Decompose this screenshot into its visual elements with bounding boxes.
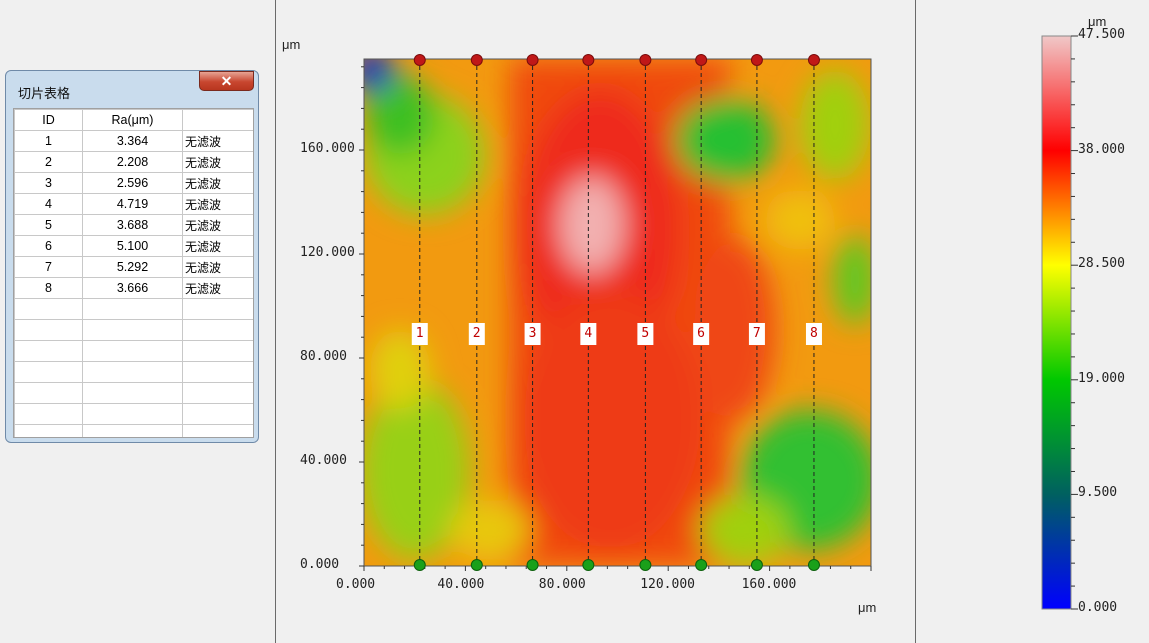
slice-label-box bbox=[468, 323, 485, 345]
slice-label-box bbox=[748, 323, 765, 345]
slice-label-box bbox=[805, 323, 822, 345]
slice-label[interactable]: 4 bbox=[584, 326, 593, 341]
slice-label[interactable]: 5 bbox=[641, 326, 650, 341]
cell-filter: 无滤波 bbox=[182, 256, 253, 278]
y-tick-label: 40.000 bbox=[300, 453, 347, 468]
cell-ra: 3.364 bbox=[82, 130, 183, 152]
plot-frame bbox=[363, 58, 872, 567]
empty-table-row[interactable] bbox=[14, 361, 253, 383]
table-row[interactable]: 5 3.688 无滤波 bbox=[14, 214, 253, 236]
slice-top-handle[interactable] bbox=[582, 54, 595, 66]
y-tick-label: 80.000 bbox=[300, 349, 347, 364]
slice-bottom-handle[interactable] bbox=[695, 559, 708, 571]
panel-divider-right[interactable] bbox=[915, 0, 916, 643]
cell-ra: 5.100 bbox=[82, 235, 183, 257]
table-row[interactable]: 8 3.666 无滤波 bbox=[14, 277, 253, 299]
close-button[interactable]: ✕ bbox=[199, 71, 254, 91]
slice-table: ID Ra(μm) 滤 13.364无滤波22.208无滤波32.596无滤波4… bbox=[14, 109, 253, 437]
colorbar-tick-label: 9.500 bbox=[1078, 485, 1118, 501]
empty-table-row[interactable] bbox=[14, 319, 253, 341]
colorbar-unit: μm bbox=[1088, 14, 1107, 29]
column-header-filter[interactable]: 滤 bbox=[182, 109, 253, 131]
y-tick-label: 120.000 bbox=[300, 245, 355, 260]
slice-label[interactable]: 3 bbox=[528, 326, 537, 341]
colorbar-tick-label: 19.000 bbox=[1078, 370, 1125, 386]
slice-top-handle[interactable] bbox=[807, 54, 820, 66]
column-header-id[interactable]: ID bbox=[14, 109, 83, 131]
slice-label[interactable]: 8 bbox=[809, 326, 818, 341]
x-tick-label: 40.000 bbox=[437, 577, 485, 592]
slice-bottom-handle[interactable] bbox=[807, 559, 820, 571]
x-axis bbox=[363, 566, 872, 571]
colorbar-ticks bbox=[1071, 35, 1078, 610]
x-tick-label: 160.000 bbox=[741, 577, 797, 592]
table-row[interactable]: 2 2.208 无滤波 bbox=[14, 151, 253, 173]
cell-filter: 无滤波 bbox=[182, 277, 253, 299]
table-row[interactable]: 6 5.100 无滤波 bbox=[14, 235, 253, 257]
empty-table-row[interactable] bbox=[14, 340, 253, 362]
colorbar-tick-label: 28.500 bbox=[1078, 256, 1125, 272]
slice-label[interactable]: 7 bbox=[752, 326, 761, 341]
y-axis-unit: μm bbox=[282, 37, 301, 52]
y-axis bbox=[359, 66, 364, 567]
slice-table-container: ID Ra(μm) 滤 13.364无滤波22.208无滤波32.596无滤波4… bbox=[13, 108, 254, 438]
slice-top-handle[interactable] bbox=[470, 54, 483, 66]
x-axis-unit: μm bbox=[858, 600, 877, 615]
x-tick-label: 0.000 bbox=[336, 577, 376, 592]
slice-top-handle[interactable] bbox=[413, 54, 426, 66]
table-header-row: ID Ra(μm) 滤 bbox=[14, 109, 253, 131]
cell-filter: 无滤波 bbox=[182, 214, 253, 236]
slice-label-box bbox=[411, 323, 428, 345]
slice-label-box bbox=[637, 323, 654, 345]
slice-label[interactable]: 1 bbox=[415, 326, 424, 341]
panel-divider-left[interactable] bbox=[275, 0, 276, 643]
table-row[interactable]: 1 3.364 无滤波 bbox=[14, 130, 253, 152]
slice-bottom-handle[interactable] bbox=[526, 559, 539, 571]
colorbar-tick-label: 0.000 bbox=[1078, 600, 1118, 615]
slice-bottom-handle[interactable] bbox=[750, 559, 763, 571]
slice-bottom-handle[interactable] bbox=[639, 559, 652, 571]
empty-table-row[interactable] bbox=[14, 424, 253, 437]
slice-lines[interactable] bbox=[411, 54, 822, 571]
colorbar-gradient bbox=[1041, 35, 1072, 610]
y-tick-label: 160.000 bbox=[300, 141, 355, 156]
colorbar-tick-label: 38.000 bbox=[1078, 141, 1125, 157]
x-tick-label: 80.000 bbox=[538, 577, 586, 592]
slice-top-handle[interactable] bbox=[639, 54, 652, 66]
cell-ra: 3.666 bbox=[82, 277, 183, 299]
slice-label-box bbox=[580, 323, 597, 345]
window-title: 切片表格 bbox=[18, 87, 71, 102]
slice-top-handle[interactable] bbox=[526, 54, 539, 66]
colorbar-tick-label: 47.500 bbox=[1078, 27, 1125, 42]
slice-top-handle[interactable] bbox=[695, 54, 708, 66]
heatmap-surface bbox=[364, 59, 871, 566]
slice-bottom-handle[interactable] bbox=[582, 559, 595, 571]
x-tick-label: 120.000 bbox=[640, 577, 695, 592]
slice-bottom-handle[interactable] bbox=[470, 559, 483, 571]
slice-label[interactable]: 2 bbox=[472, 326, 481, 341]
cell-filter: 无滤波 bbox=[182, 130, 253, 152]
y-tick-label: 0.000 bbox=[300, 557, 340, 572]
slice-label-box bbox=[693, 323, 710, 345]
cell-filter: 无滤波 bbox=[182, 172, 253, 194]
slice-table-window[interactable]: 切片表格 ✕ ID Ra(μm) 滤 13.364无滤波22.208无滤波32.… bbox=[5, 70, 259, 443]
slice-top-handle[interactable] bbox=[750, 54, 763, 66]
empty-cell bbox=[182, 424, 253, 437]
slice-label[interactable]: 6 bbox=[697, 326, 705, 341]
slice-bottom-handle[interactable] bbox=[413, 559, 426, 571]
slice-label-box bbox=[524, 323, 541, 345]
